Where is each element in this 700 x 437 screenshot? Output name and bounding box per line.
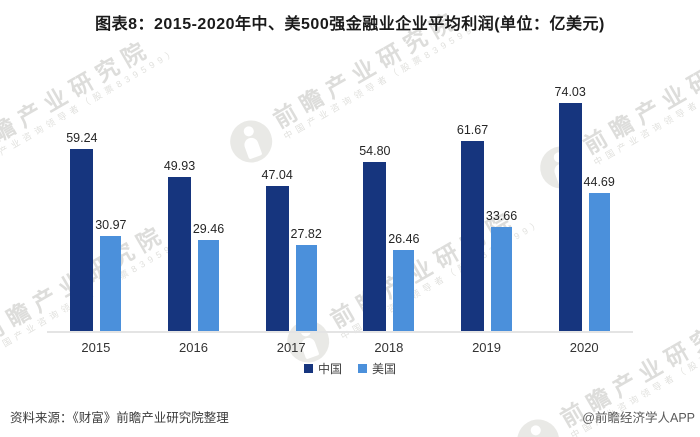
- legend-item-usa: 美国: [358, 360, 396, 377]
- bar-2017-series0: 47.04: [262, 168, 293, 331]
- value-label: 29.46: [192, 222, 225, 237]
- bar-2019-series1: 33.66: [486, 209, 517, 331]
- legend-label: 美国: [372, 362, 397, 376]
- value-label: 27.82: [290, 227, 322, 242]
- bar-2017-series1: 27.82: [291, 227, 322, 331]
- bar-2015-series1: 30.97: [95, 218, 126, 331]
- bar-group-2017: 47.04 27.82 2017: [242, 80, 340, 355]
- bar-group-2019: 61.67 33.66 2019: [438, 80, 536, 355]
- value-label: 49.93: [163, 159, 196, 174]
- x-axis-label: 2019: [472, 340, 501, 355]
- credit-note: @前瞻经济学人APP: [582, 411, 695, 425]
- value-label: 26.46: [388, 231, 420, 246]
- qianzhan-logo-icon: [509, 411, 567, 437]
- value-label: 44.69: [583, 175, 615, 190]
- x-axis-label: 2015: [81, 340, 111, 355]
- value-label: 47.04: [261, 168, 293, 183]
- x-axis-label: 2020: [569, 340, 599, 355]
- legend-swatch-usa: [358, 364, 367, 373]
- legend: 中国 美国: [0, 360, 700, 377]
- x-axis-label: 2017: [276, 340, 306, 355]
- x-axis-label: 2016: [179, 340, 208, 355]
- x-axis-label: 2018: [374, 340, 404, 355]
- bar-2020-series1: 44.69: [584, 175, 615, 331]
- page-title: 图表8：2015-2020年中、美500强金融业企业平均利润(单位：亿美元): [95, 16, 605, 33]
- bar-2018-series0: 54.80: [359, 144, 390, 331]
- legend-label: 中国: [317, 362, 342, 376]
- bar-2019-series0: 61.67: [457, 123, 488, 331]
- value-label: 61.67: [456, 123, 489, 138]
- source-note: 资料来源：《财富》前瞻产业研究院整理: [10, 411, 229, 425]
- legend-item-china: 中国: [303, 360, 342, 377]
- bar-2020-series0: 74.03: [555, 85, 586, 331]
- bar-2016-series1: 29.46: [193, 222, 224, 331]
- plot-area: 59.24 30.97 2015 49.93 29.46 2016 47.04 27.82 20…: [47, 80, 633, 355]
- value-label: 74.03: [554, 85, 586, 100]
- bar-2015-series0: 59.24: [66, 131, 97, 331]
- value-label: 59.24: [66, 130, 98, 145]
- bar-group-2016: 49.93 29.46 2016: [145, 80, 243, 355]
- value-label: 54.80: [359, 144, 391, 159]
- bar-group-2015: 59.24 30.97 2015: [47, 80, 145, 355]
- bar-2018-series1: 26.46: [388, 232, 419, 331]
- legend-swatch-china: [303, 364, 313, 373]
- bar-group-2020: 74.03 44.69 2020: [535, 80, 633, 355]
- value-label: 30.97: [95, 217, 127, 232]
- value-label: 33.66: [485, 209, 518, 224]
- bar-2016-series0: 49.93: [164, 159, 195, 331]
- bar-group-2018: 54.80 26.46 2018: [340, 80, 438, 355]
